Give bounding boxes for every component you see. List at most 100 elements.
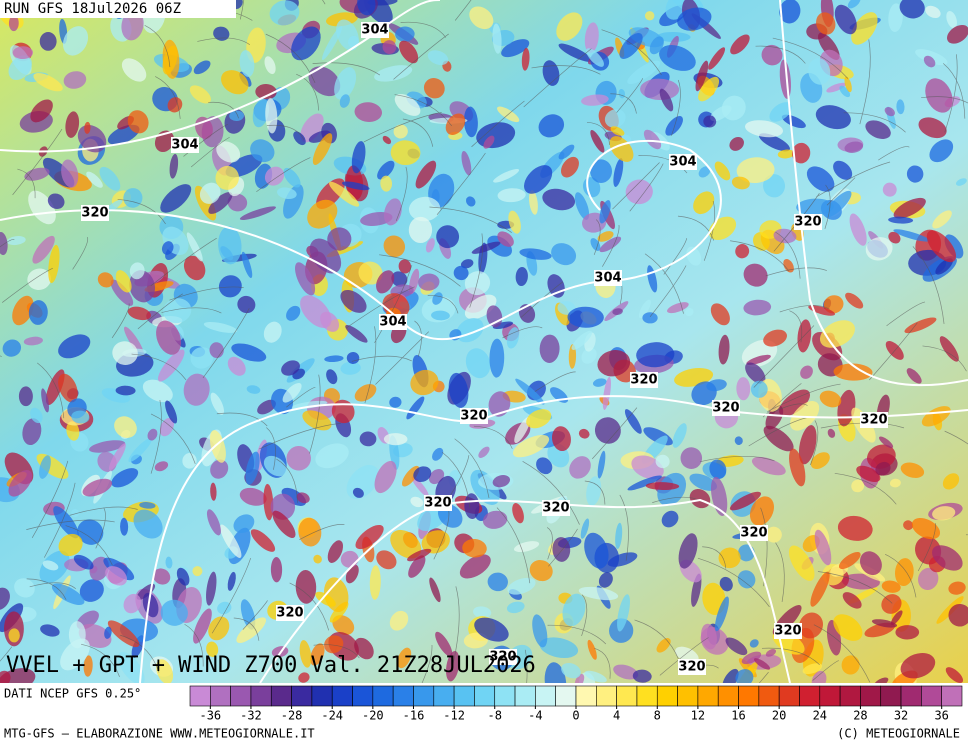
colorbar-swatch (352, 685, 374, 707)
vvel-cell (429, 577, 441, 603)
vvel-cell (421, 530, 450, 554)
vvel-cell (68, 621, 86, 649)
vvel-cell (300, 113, 324, 143)
streamline (812, 660, 839, 681)
vvel-cell (781, 114, 806, 129)
vvel-cell (71, 509, 80, 518)
streamline (663, 238, 688, 275)
colorbar-swatch (372, 685, 394, 707)
vvel-cell (264, 56, 276, 75)
vvel-cell (946, 24, 968, 44)
streamline (471, 100, 525, 148)
vvel-cell (295, 570, 317, 604)
vvel-cell (380, 175, 393, 192)
vvel-cell (911, 517, 941, 540)
vvel-cell (308, 66, 341, 97)
vvel-cell (408, 196, 441, 222)
vvel-cell (203, 321, 238, 333)
streamline (137, 293, 183, 330)
vvel-cell (729, 137, 744, 151)
vvel-cell (761, 44, 783, 66)
vvel-cell (208, 192, 233, 214)
vvel-cell (551, 426, 571, 452)
vvel-cell (798, 612, 823, 639)
vvel-cell (376, 270, 395, 294)
vvel-cell (763, 425, 794, 452)
streamline (239, 0, 245, 20)
vvel-cell (183, 373, 210, 406)
vvel-cell (753, 658, 771, 670)
vvel-cell (492, 321, 514, 329)
vvel-cell (788, 545, 815, 581)
vvel-cell (881, 580, 901, 593)
vvel-cell (675, 646, 699, 663)
contour-label-box (712, 400, 740, 416)
vvel-cell (584, 670, 607, 683)
vvel-cell (578, 428, 590, 439)
vvel-cell (845, 292, 864, 309)
vvel-cell (0, 587, 10, 610)
contour-label: 320 (489, 650, 516, 665)
vvel-cell (112, 341, 138, 366)
colorbar-swatch (535, 685, 556, 707)
vvel-cell (465, 196, 476, 207)
colorbar-swatch (270, 685, 292, 707)
streamline (834, 472, 897, 505)
vvel-cell (932, 506, 956, 521)
colorbar-swatch (758, 685, 780, 707)
run-label: RUN GFS 18Jul2026 06Z (4, 1, 181, 17)
contour-label-box (276, 605, 304, 621)
vvel-cell (114, 416, 137, 438)
vvel-cell (519, 248, 552, 260)
vvel-cell (800, 365, 813, 379)
streamline (144, 25, 171, 68)
vvel-cell (627, 475, 662, 491)
vvel-cell (221, 70, 249, 95)
vvel-cell (294, 262, 316, 296)
colorbar-tick-label: 0 (572, 709, 579, 723)
vvel-cell (107, 620, 140, 648)
vvel-cell (578, 586, 619, 601)
vvel-cell (139, 502, 156, 509)
streamline (266, 427, 276, 470)
vvel-cell (556, 12, 583, 41)
streamline (534, 371, 576, 392)
vvel-cell (411, 476, 429, 497)
colorbar-swatch (575, 685, 597, 707)
vvel-cell (632, 669, 652, 683)
vvel-cell (324, 355, 344, 363)
vvel-cell (569, 456, 591, 479)
vvel-cell (436, 225, 460, 249)
vvel-cell (763, 329, 787, 347)
streamline (638, 155, 688, 174)
vvel-cell (693, 191, 715, 215)
streamline (208, 101, 239, 119)
vvel-cell (383, 433, 408, 446)
vvel-cell (703, 115, 717, 128)
vvel-cell (157, 349, 185, 382)
colorbar: -36 -32 -28 -24 -20 -16 -12 -8 -4 0 4 8 12 16 20 24 28 32… (189, 685, 963, 723)
vvel-cell (445, 113, 466, 135)
vvel-cell (153, 568, 171, 585)
vvel-cell (736, 157, 775, 184)
colorbar-swatch (210, 685, 231, 707)
vvel-cell (393, 124, 408, 139)
vvel-cell (847, 0, 861, 9)
vvel-cell (558, 144, 575, 160)
vvel-cell (58, 334, 91, 359)
vvel-cell (133, 509, 163, 539)
vvel-cell (925, 78, 953, 113)
streamline (826, 177, 856, 206)
vvel-cell (189, 85, 211, 104)
streamline (775, 542, 785, 603)
vvel-cell (193, 608, 212, 644)
vvel-cell (926, 230, 957, 263)
colorbar-swatch (433, 685, 455, 707)
vvel-cell (210, 459, 229, 479)
vvel-cell (806, 166, 835, 192)
streamline (659, 637, 709, 676)
vvel-cell (512, 434, 550, 458)
vvel-cell (701, 623, 717, 650)
vvel-cell (568, 344, 577, 369)
vvel-cell (53, 506, 79, 539)
